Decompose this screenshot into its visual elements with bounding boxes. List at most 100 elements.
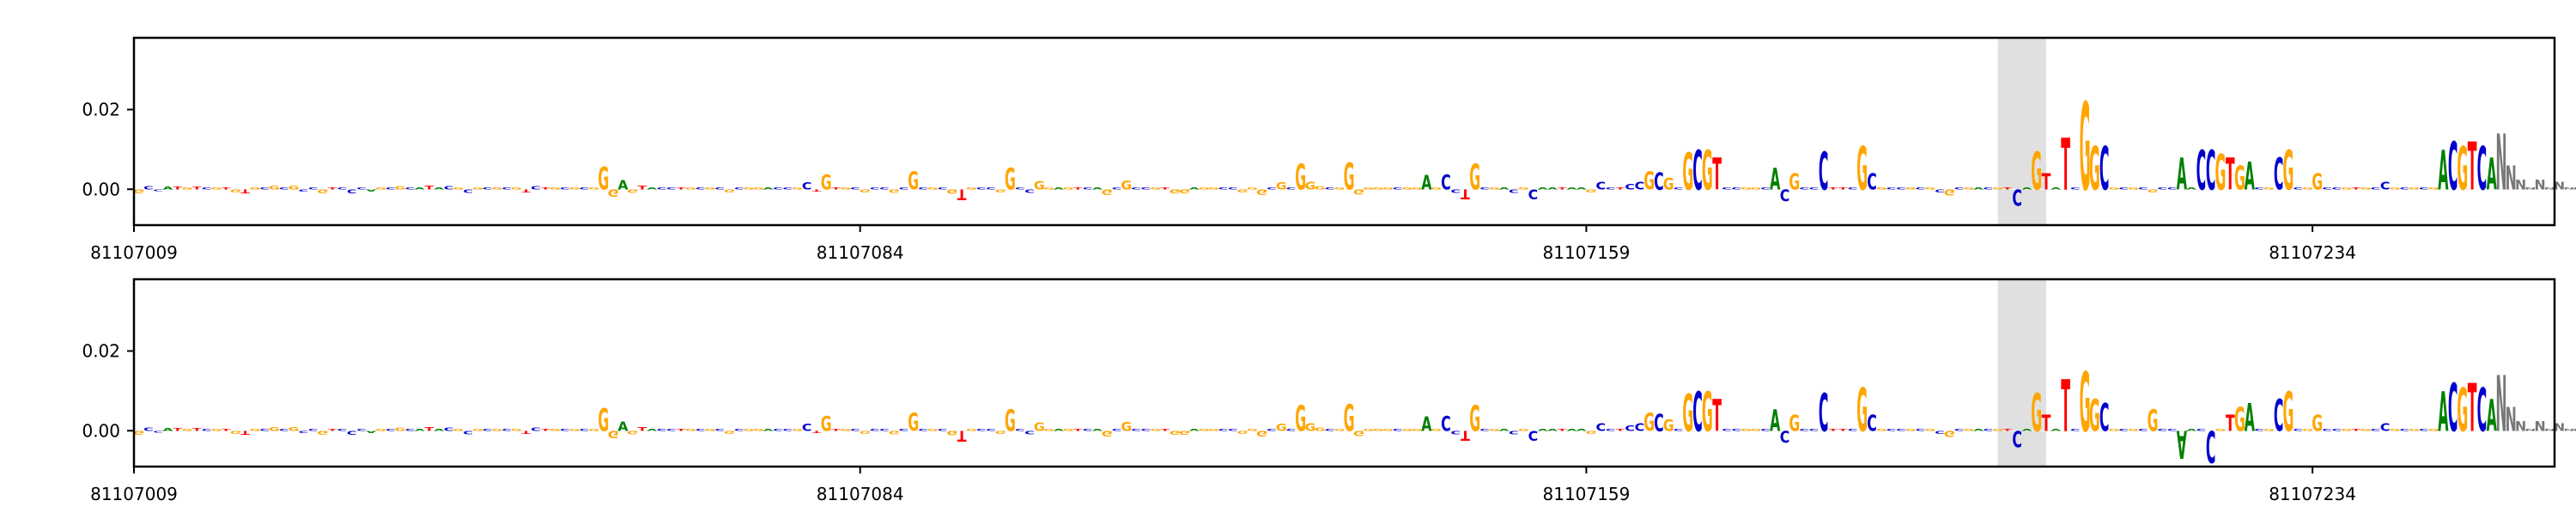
- logo-letter: A: [2186, 428, 2196, 432]
- logo-letter: A: [2177, 422, 2187, 467]
- logo-letter: A: [1577, 428, 1587, 432]
- logo-letter: C: [1441, 170, 1451, 194]
- logo-letter: A: [1566, 428, 1577, 432]
- logo-letter: G: [491, 186, 502, 191]
- logo-letter: G: [2302, 428, 2313, 432]
- logo-letter: A: [1498, 428, 1509, 432]
- logo-letter: A: [1538, 186, 1548, 191]
- logo-letter: A: [2050, 428, 2061, 432]
- logo-letter: C: [1760, 428, 1771, 432]
- logo-letter: G: [1034, 179, 1045, 192]
- logo-letter: G: [2282, 138, 2293, 202]
- logo-letter: C: [356, 428, 367, 432]
- logo-letter: A: [1421, 412, 1432, 436]
- logo-letter: C: [143, 426, 154, 431]
- logo-letter: G: [2409, 186, 2420, 191]
- logo-letter: C: [1528, 186, 1539, 202]
- logo-letter: G: [1276, 180, 1287, 192]
- logo-letter: T: [2468, 370, 2477, 447]
- logo-letter: C: [1867, 168, 1877, 194]
- logo-letter: G: [269, 185, 280, 191]
- logo-letter: G: [1963, 186, 1974, 191]
- logo-letter: G: [2148, 404, 2159, 438]
- logo-letter: C: [1509, 188, 1519, 193]
- logo-letter: C: [1267, 428, 1277, 432]
- logo-letter: G: [1208, 428, 1219, 432]
- logo-letter: G: [1256, 186, 1267, 195]
- logo-letter: C: [734, 428, 744, 432]
- logo-letter: A: [2186, 186, 2196, 191]
- logo-letter: G: [1102, 428, 1113, 437]
- logo-letter: G: [375, 186, 386, 191]
- logo-letter: C: [405, 428, 416, 432]
- logo-letter: C: [1654, 410, 1664, 437]
- logo-letter: G: [1905, 186, 1917, 191]
- logo-letter: G: [1353, 429, 1364, 437]
- logo-letter: G: [2302, 186, 2313, 191]
- logo-letter: C: [2332, 186, 2342, 191]
- logo-letter: C: [734, 186, 744, 191]
- logo-letter: G: [1876, 186, 1887, 191]
- logo-letter: T: [328, 186, 337, 191]
- logo-letter: G: [2089, 133, 2100, 203]
- logo-letter: A: [415, 428, 425, 432]
- logo-letter: T: [1615, 186, 1625, 191]
- logo-letter: G: [588, 186, 599, 191]
- logo-letter: C: [1218, 428, 1229, 432]
- logo-letter: G: [1944, 428, 1955, 437]
- logo-letter: A: [617, 177, 628, 192]
- logo-letter: G: [1247, 428, 1258, 432]
- logo-letter: C: [714, 186, 725, 191]
- logo-letter: G: [2108, 428, 2119, 432]
- logo-letter: C: [1886, 428, 1897, 432]
- logo-letter: C: [483, 186, 493, 191]
- logo-letter: T: [2003, 186, 2013, 191]
- logo-letter: T: [2042, 410, 2051, 436]
- logo-letter: C: [1596, 422, 1607, 434]
- logo-letter: C: [2196, 138, 2207, 202]
- logo-letter: C: [976, 428, 987, 432]
- logo-letter: G: [1199, 186, 1210, 191]
- logo-letter: G: [182, 186, 193, 191]
- logo-letter: C: [444, 185, 454, 190]
- logo-letter: G: [1170, 430, 1181, 436]
- logo-letter: G: [395, 426, 406, 431]
- logo-letter: A: [2177, 149, 2187, 199]
- logo-letter: G: [2312, 168, 2323, 194]
- logo-letter: G: [1102, 186, 1113, 195]
- logo-letter: C: [308, 428, 319, 432]
- logo-letter: T: [2226, 410, 2235, 436]
- logo-letter: C: [1141, 428, 1151, 432]
- y-tick-label: 0.02: [82, 99, 120, 119]
- logo-letter: C: [2118, 428, 2129, 432]
- logo-letter: A: [762, 428, 773, 432]
- logo-letter: G: [1469, 399, 1480, 440]
- logo-letter: T: [677, 428, 686, 432]
- logo-letter: C: [347, 188, 357, 194]
- logo-letter: A: [1092, 186, 1103, 191]
- logo-letter: G: [1150, 428, 1161, 432]
- logo-letter: N: [2534, 176, 2545, 192]
- logo-letter: G: [230, 188, 241, 192]
- logo-letter: C: [938, 428, 948, 432]
- logo-letter: C: [386, 428, 396, 432]
- logo-letter: G: [375, 428, 386, 432]
- logo-letter: T: [1461, 427, 1470, 443]
- logo-letter: C: [2380, 422, 2391, 434]
- logo-letter: A: [162, 427, 173, 431]
- logo-letter: G: [1924, 186, 1935, 191]
- logo-letter: G: [1412, 428, 1423, 432]
- logo-letter: N: [2524, 186, 2536, 191]
- logo-letter: C: [1654, 168, 1664, 196]
- logo-letter: G: [744, 428, 755, 432]
- logo-letter: C: [1848, 186, 1858, 191]
- logo-letter: C: [299, 188, 309, 192]
- logo-letter: C: [666, 186, 677, 191]
- logo-letter: G: [588, 428, 599, 432]
- logo-letter: C: [153, 189, 163, 192]
- logo-letter: T: [173, 427, 182, 431]
- logo-letter: G: [453, 428, 464, 432]
- logo-letter: C: [976, 186, 987, 191]
- logo-letter: G: [1663, 175, 1674, 194]
- logo-letter: T: [1838, 428, 1848, 432]
